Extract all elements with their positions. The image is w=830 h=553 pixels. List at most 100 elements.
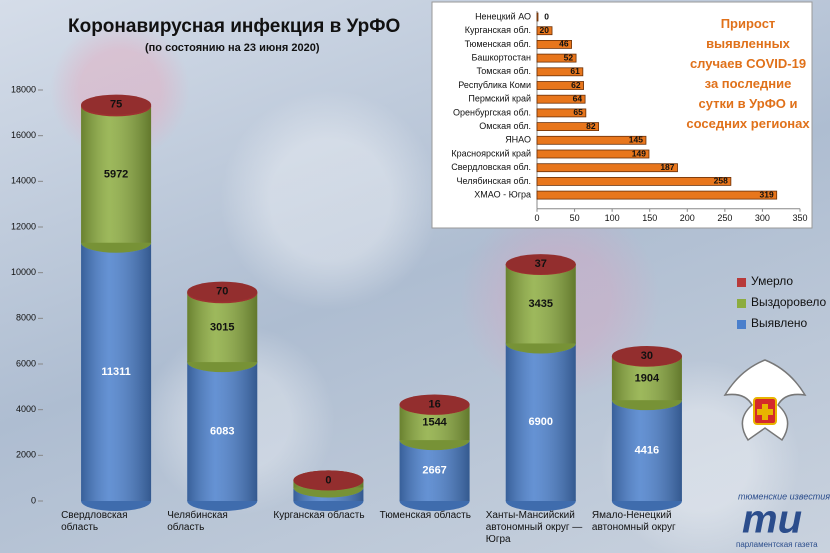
- segment-top: [187, 281, 258, 302]
- y-tick-label: Оренбургская обл.: [453, 107, 531, 117]
- bar: [536, 163, 678, 173]
- inset-chart: 0 50 100 150 200 250 300 350 Ненецкий АО 0 Курганс…: [451, 11, 808, 223]
- value-label: 70: [216, 286, 228, 298]
- bar: [536, 53, 577, 63]
- legend-label: Выздоровело: [751, 295, 827, 309]
- bar: [536, 149, 650, 159]
- value-label: 3015: [210, 322, 234, 334]
- value-label: 6083: [210, 425, 234, 437]
- value-label: 0: [325, 474, 331, 486]
- y-tick-label: Тюменская обл.: [465, 39, 531, 49]
- x-tick-label: Тюменская область: [379, 510, 471, 521]
- segment-shade: [505, 265, 576, 344]
- x-tick-label: Челябинская область: [167, 510, 228, 533]
- bar-segment: [611, 390, 682, 511]
- y-tick-label: Республика Коми: [458, 80, 531, 90]
- x-tick-label: 100: [605, 213, 620, 223]
- segment-shade: [187, 362, 258, 501]
- y-tick-label: Пермский край: [468, 94, 531, 104]
- bar-segment: [81, 96, 152, 253]
- bar-segment: [505, 254, 576, 276]
- segment-top: [81, 94, 152, 115]
- value-label: 30: [641, 350, 653, 362]
- bar: [536, 67, 584, 77]
- value-label: 64: [573, 93, 583, 103]
- bar-segment: [81, 232, 152, 511]
- x-tick-label: 150: [642, 213, 657, 223]
- emblem: [723, 359, 807, 442]
- y-tick-label: 12000: [11, 221, 36, 231]
- y-tick-label: 18000: [11, 84, 36, 94]
- y-tick-label: Томская обл.: [476, 66, 531, 76]
- bar-segment: [187, 281, 258, 304]
- x-tick-label: Свердловская область: [61, 510, 128, 533]
- bar: [536, 190, 778, 200]
- y-tick-label: 10000: [11, 267, 36, 277]
- value-label: 1904: [635, 372, 660, 384]
- value-label: 75: [110, 99, 122, 111]
- x-tick-label: 250: [717, 213, 732, 223]
- value-label: 61: [570, 66, 580, 76]
- value-label: 20: [540, 25, 550, 35]
- value-label: 46: [559, 39, 569, 49]
- bar: [536, 176, 732, 186]
- value-label: 5972: [104, 168, 128, 180]
- y-tick-label: 6000: [16, 358, 36, 368]
- segment-shade: [611, 400, 682, 501]
- value-label: 16: [428, 398, 440, 410]
- main-chart: 0200040006000800010000120001400016000180…: [11, 84, 827, 511]
- value-label: 319: [760, 189, 774, 199]
- value-label: 52: [564, 52, 574, 62]
- value-label: 6900: [529, 416, 553, 428]
- y-tick-label: 14000: [11, 176, 36, 186]
- segment-shade: [505, 343, 576, 501]
- y-tick-label: 4000: [16, 404, 36, 414]
- chart-subtitle: (по состоянию на 23 июня 2020): [145, 42, 320, 54]
- y-tick-label: Ненецкий АО: [475, 11, 531, 21]
- legend-swatch: [737, 278, 746, 287]
- y-tick-label: Свердловская обл.: [451, 162, 531, 172]
- value-label: 3435: [529, 298, 553, 310]
- chart-title: Коронавирусная инфекция в УрФО: [68, 16, 401, 37]
- y-tick-label: Башкортостан: [471, 52, 531, 62]
- bar-segment: [399, 394, 470, 415]
- x-tick-label: Ханты-Мансийский автономный округ — Югра: [485, 510, 583, 545]
- x-tick-label: Ямало-Ненецкий автономный округ: [591, 510, 676, 533]
- value-label: 65: [573, 107, 583, 117]
- value-label: 149: [632, 148, 646, 158]
- logo-top: тюменские известия: [738, 491, 830, 501]
- value-label: 1544: [422, 416, 447, 428]
- y-tick-label: 2000: [16, 450, 36, 460]
- x-tick-label: 200: [680, 213, 695, 223]
- segment-top: [399, 394, 470, 415]
- bar: [536, 94, 586, 104]
- bar-segment: [81, 94, 152, 117]
- x-tick-label: 300: [755, 213, 770, 223]
- y-tick-label: Омская обл.: [479, 121, 531, 131]
- legend-swatch: [737, 320, 746, 329]
- bar: [536, 26, 553, 36]
- y-tick-label: ХМАО - Югра: [474, 189, 531, 199]
- y-tick-label: Челябинская обл.: [456, 176, 531, 186]
- y-tick-label: Курганская обл.: [465, 25, 531, 35]
- x-tick-label: Курганская область: [273, 510, 365, 521]
- bar: [536, 135, 647, 145]
- x-tick-label: 50: [570, 213, 580, 223]
- segment-shade: [81, 242, 152, 501]
- segment-top: [611, 346, 682, 367]
- bar-segment: [611, 346, 682, 367]
- bar: [536, 122, 600, 131]
- emblem-cross: [757, 404, 773, 420]
- x-tick-label: 0: [534, 213, 539, 223]
- segment-shade: [399, 440, 470, 501]
- value-label: 62: [571, 80, 581, 90]
- inset-panel: [431, 1, 813, 229]
- value-label: 2667: [422, 464, 446, 476]
- bar: [536, 108, 587, 118]
- value-label: 37: [535, 258, 547, 270]
- segment-shade: [81, 106, 152, 243]
- value-label: 0: [544, 11, 549, 21]
- value-label: 145: [629, 135, 643, 145]
